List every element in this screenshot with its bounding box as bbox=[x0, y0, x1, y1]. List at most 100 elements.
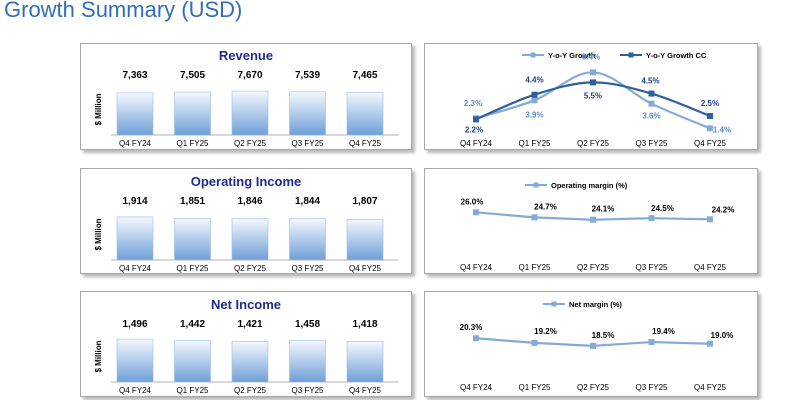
data-label-1-5: 1.4% bbox=[713, 125, 731, 134]
net-margin-chart: Net margin (%) 20.3% 19.2% 18.5% 19.4% 19.0% Q… bbox=[460, 300, 734, 392]
data-point-1-3 bbox=[590, 69, 596, 76]
bar-4 bbox=[289, 339, 326, 383]
data-label-1-2: 3.9% bbox=[525, 110, 543, 119]
page-title: Growth Summary (USD) bbox=[4, 0, 243, 22]
data-point-1-4 bbox=[648, 339, 655, 346]
category-label-4: Q3 FY25 bbox=[635, 263, 668, 272]
data-point-1-5 bbox=[707, 125, 713, 132]
data-label-1-5: 19.0% bbox=[711, 331, 734, 340]
yoy-growth-chart: Y-o-Y Growth Y-o-Y Growth CC 2.3% 3.9% 6.4% 3… bbox=[460, 51, 731, 148]
category-label-5: Q4 FY25 bbox=[694, 139, 727, 148]
data-point-1-1 bbox=[473, 335, 479, 342]
legend-marker-1 bbox=[530, 52, 536, 58]
data-point-1-2 bbox=[531, 214, 538, 221]
revenue-chart-panel: Revenue $ Million 7,363 Q4 FY24 7,505 Q1 FY25… bbox=[80, 43, 412, 150]
data-point-1-5 bbox=[707, 340, 713, 347]
data-point-1-5 bbox=[707, 216, 713, 223]
category-label-2: Q1 FY25 bbox=[518, 383, 551, 392]
bar-3 bbox=[231, 341, 269, 383]
data-point-1-1 bbox=[473, 209, 479, 216]
bar-3 bbox=[231, 218, 269, 261]
category-label-5: Q4 FY25 bbox=[349, 264, 382, 273]
category-label-1: Q4 FY24 bbox=[460, 263, 493, 272]
data-label-1-1: 20.3% bbox=[460, 323, 483, 332]
y-axis-label: $ Million bbox=[94, 93, 103, 125]
bar-5 bbox=[346, 91, 384, 136]
bar-1 bbox=[116, 92, 154, 136]
category-label-1: Q4 FY24 bbox=[119, 264, 152, 273]
data-label-2-5: 2.5% bbox=[701, 99, 719, 108]
data-label-2-3: 5.5% bbox=[584, 91, 602, 100]
category-label-1: Q4 FY24 bbox=[119, 386, 152, 395]
revenue-chart: Revenue $ Million 7,363 Q4 FY24 7,505 Q1 FY25… bbox=[94, 48, 399, 148]
data-point-2-2 bbox=[531, 91, 538, 98]
bar-value-label-5: 7,465 bbox=[352, 70, 377, 81]
data-label-1-4: 24.5% bbox=[651, 204, 674, 213]
bar-2 bbox=[174, 91, 211, 136]
data-label-1-1: 26.0% bbox=[461, 197, 484, 206]
category-label-4: Q3 FY25 bbox=[635, 139, 668, 148]
data-label-1-4: 3.6% bbox=[642, 112, 660, 121]
category-label-2: Q1 FY25 bbox=[518, 263, 551, 272]
data-label-1-3: 6.4% bbox=[582, 52, 600, 61]
bar-3 bbox=[231, 90, 269, 136]
category-label-3: Q2 FY25 bbox=[577, 139, 610, 148]
operating-margin-chart-panel: Operating margin (%) 26.0% 24.7% 24.1% 24.5%… bbox=[424, 168, 758, 274]
category-label-3: Q2 FY25 bbox=[234, 264, 267, 273]
bar-1 bbox=[116, 216, 154, 261]
category-label-1: Q4 FY24 bbox=[460, 139, 493, 148]
bar-value-label-2: 7,505 bbox=[180, 70, 205, 81]
bar-value-label-5: 1,418 bbox=[352, 319, 377, 330]
operating-income-chart-panel: Operating Income $ Million 1,914 Q4 FY24 1,8… bbox=[80, 168, 412, 274]
data-label-2-2: 4.4% bbox=[525, 76, 543, 85]
category-label-3: Q2 FY25 bbox=[234, 386, 267, 395]
data-point-2-5 bbox=[707, 113, 713, 119]
data-point-1-4 bbox=[648, 215, 655, 222]
legend-entry-2: Y-o-Y Growth CC bbox=[646, 51, 707, 60]
data-label-2-1: 2.2% bbox=[465, 125, 483, 134]
data-point-1-2 bbox=[531, 339, 538, 346]
chart-title: Operating Income bbox=[191, 174, 302, 189]
operating-income-chart: Operating Income $ Million 1,914 Q4 FY24 1,8… bbox=[94, 174, 399, 273]
data-label-1-1: 2.3% bbox=[464, 99, 482, 108]
data-label-1-2: 19.2% bbox=[534, 327, 557, 336]
data-point-2-1 bbox=[473, 116, 479, 123]
category-label-1: Q4 FY24 bbox=[460, 383, 493, 392]
y-axis-label: $ Million bbox=[94, 218, 103, 250]
bar-value-label-4: 7,539 bbox=[295, 70, 320, 81]
bar-value-label-3: 7,670 bbox=[237, 70, 262, 81]
category-label-2: Q1 FY25 bbox=[176, 386, 209, 395]
category-label-5: Q4 FY25 bbox=[349, 139, 382, 148]
bar-4 bbox=[289, 91, 326, 136]
legend-marker-1 bbox=[533, 182, 539, 188]
bar-5 bbox=[346, 219, 384, 261]
category-label-3: Q2 FY25 bbox=[577, 263, 610, 272]
legend-marker-1 bbox=[551, 301, 557, 307]
bar-value-label-1: 1,496 bbox=[122, 319, 147, 330]
category-label-1: Q4 FY24 bbox=[119, 139, 152, 148]
bar-value-label-3: 1,846 bbox=[237, 196, 262, 207]
data-label-1-5: 24.2% bbox=[712, 205, 735, 214]
category-label-3: Q2 FY25 bbox=[234, 139, 267, 148]
data-point-2-4 bbox=[648, 90, 655, 97]
category-label-2: Q1 FY25 bbox=[518, 139, 551, 148]
data-point-2-3 bbox=[590, 79, 596, 86]
data-label-1-2: 24.7% bbox=[534, 202, 557, 211]
bar-1 bbox=[116, 338, 154, 383]
chart-title: Net Income bbox=[211, 297, 281, 312]
legend-entry-1: Y-o-Y Growth bbox=[548, 51, 596, 60]
data-point-1-3 bbox=[590, 342, 596, 349]
bar-value-label-3: 1,421 bbox=[237, 319, 262, 330]
legend-entry-1: Net margin (%) bbox=[569, 300, 622, 309]
data-point-1-3 bbox=[590, 216, 596, 223]
legend-marker-2 bbox=[628, 52, 634, 58]
chart-title: Revenue bbox=[219, 48, 273, 63]
yoy-growth-chart-panel: Y-o-Y Growth Y-o-Y Growth CC 2.3% 3.9% 6.4% 3… bbox=[424, 43, 758, 150]
bar-5 bbox=[346, 341, 384, 383]
data-label-1-3: 24.1% bbox=[592, 205, 615, 214]
bar-value-label-5: 1,807 bbox=[352, 196, 377, 207]
data-point-1-2 bbox=[531, 97, 538, 104]
category-label-2: Q1 FY25 bbox=[176, 264, 209, 273]
data-label-1-4: 19.4% bbox=[652, 327, 675, 336]
data-point-1-4 bbox=[648, 100, 655, 107]
